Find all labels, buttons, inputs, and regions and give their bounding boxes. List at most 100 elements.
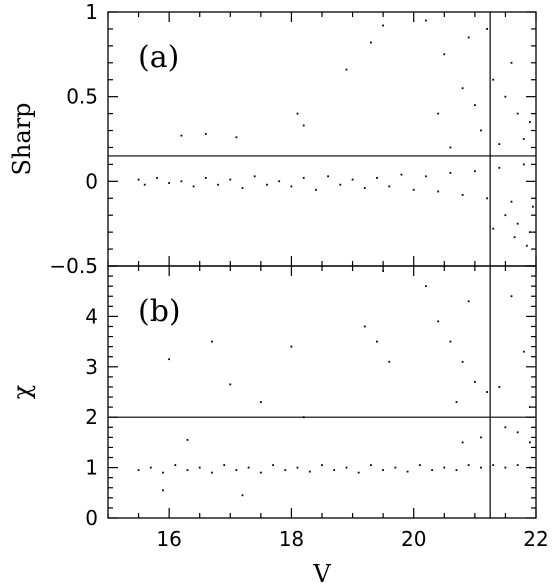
data-point [455,401,458,403]
data-point [467,36,470,39]
data-point [406,470,409,473]
data-point [522,163,525,166]
data-point [461,194,464,196]
data-point [498,386,501,388]
data-point [437,190,440,193]
data-point [486,197,488,200]
data-point [510,61,513,64]
data-point [137,469,140,471]
data-point [308,470,311,473]
data-point [357,471,360,474]
data-point [204,133,207,135]
data-point [229,383,232,386]
data-point [486,391,488,393]
data-point [290,345,293,348]
y-axis-label: χ [8,384,36,399]
y-tick-label: 4 [85,304,98,328]
data-point [229,178,232,181]
data-point [382,24,384,27]
data-point [480,436,482,439]
data-point [223,464,226,466]
data-point [198,466,201,469]
data-point [474,381,476,383]
data-point [345,68,348,71]
data-point [525,244,528,247]
data-point [217,183,219,186]
y-tick-label: 1 [85,0,98,24]
data-point [149,466,152,469]
data-point [394,466,397,469]
x-tick-label: 16 [156,527,181,551]
data-point [204,177,207,179]
data-point [461,360,464,363]
data-point [443,53,446,56]
data-point [418,464,421,466]
data-point [302,177,305,179]
data-point [437,112,440,115]
data-point [510,295,513,298]
data-point [516,464,519,466]
data-point [168,182,170,184]
data-point [480,129,482,132]
data-point [137,178,140,181]
data-point [235,136,238,139]
data-point [492,464,495,466]
data-point [370,41,372,44]
data-point [467,464,470,466]
data-point [516,222,519,225]
data-point [156,177,158,179]
data-point [425,175,427,178]
panel-b: 16 18 20 22 0 1 2 3 4 (b) χ V [8,265,549,587]
data-point [510,200,513,203]
data-point [474,104,476,106]
data-point [168,358,170,361]
data-point [363,325,366,328]
data-point [351,178,354,181]
data-point [425,285,427,288]
data-point [486,28,488,30]
panel-label: (a) [138,40,179,75]
data-point [296,466,299,469]
data-point [388,360,391,363]
data-point [492,78,495,81]
data-point [192,185,195,188]
data-point [253,175,256,178]
data-point [241,494,244,497]
panel-label: (b) [138,294,181,329]
data-point [400,173,403,176]
data-point [522,350,525,353]
data-point [431,469,433,471]
data-point [321,464,323,466]
data-point [522,138,525,140]
data-point [455,469,458,471]
data-point [339,183,342,186]
y-axis-label: Sharp [8,102,36,175]
x-axis-label: V [312,560,331,587]
data-point [296,112,299,115]
data-point [461,87,464,90]
data-point [211,340,213,343]
data-point [388,185,391,188]
data-point [345,466,348,469]
data-point [498,166,501,169]
data-point [443,466,446,469]
data-point [513,236,516,239]
y-tick-label: 0 [85,506,98,530]
data-point [174,464,177,466]
data-point [529,121,531,123]
data-point [186,439,189,441]
y-tick-label: 3 [85,355,98,379]
data-point [376,177,378,179]
data-point [327,175,329,178]
data-point [241,187,244,189]
y-tick-label: 1 [85,456,98,480]
data-point [186,469,189,471]
data-point [412,188,415,191]
data-point [516,112,519,115]
data-point [467,300,470,303]
y-tick-label: 0.5 [66,85,98,109]
panel-a: −0.5 0 0.5 1 (a) Sharp [8,0,537,278]
data-point [449,172,452,174]
data-point [425,19,427,22]
data-point [532,205,534,208]
